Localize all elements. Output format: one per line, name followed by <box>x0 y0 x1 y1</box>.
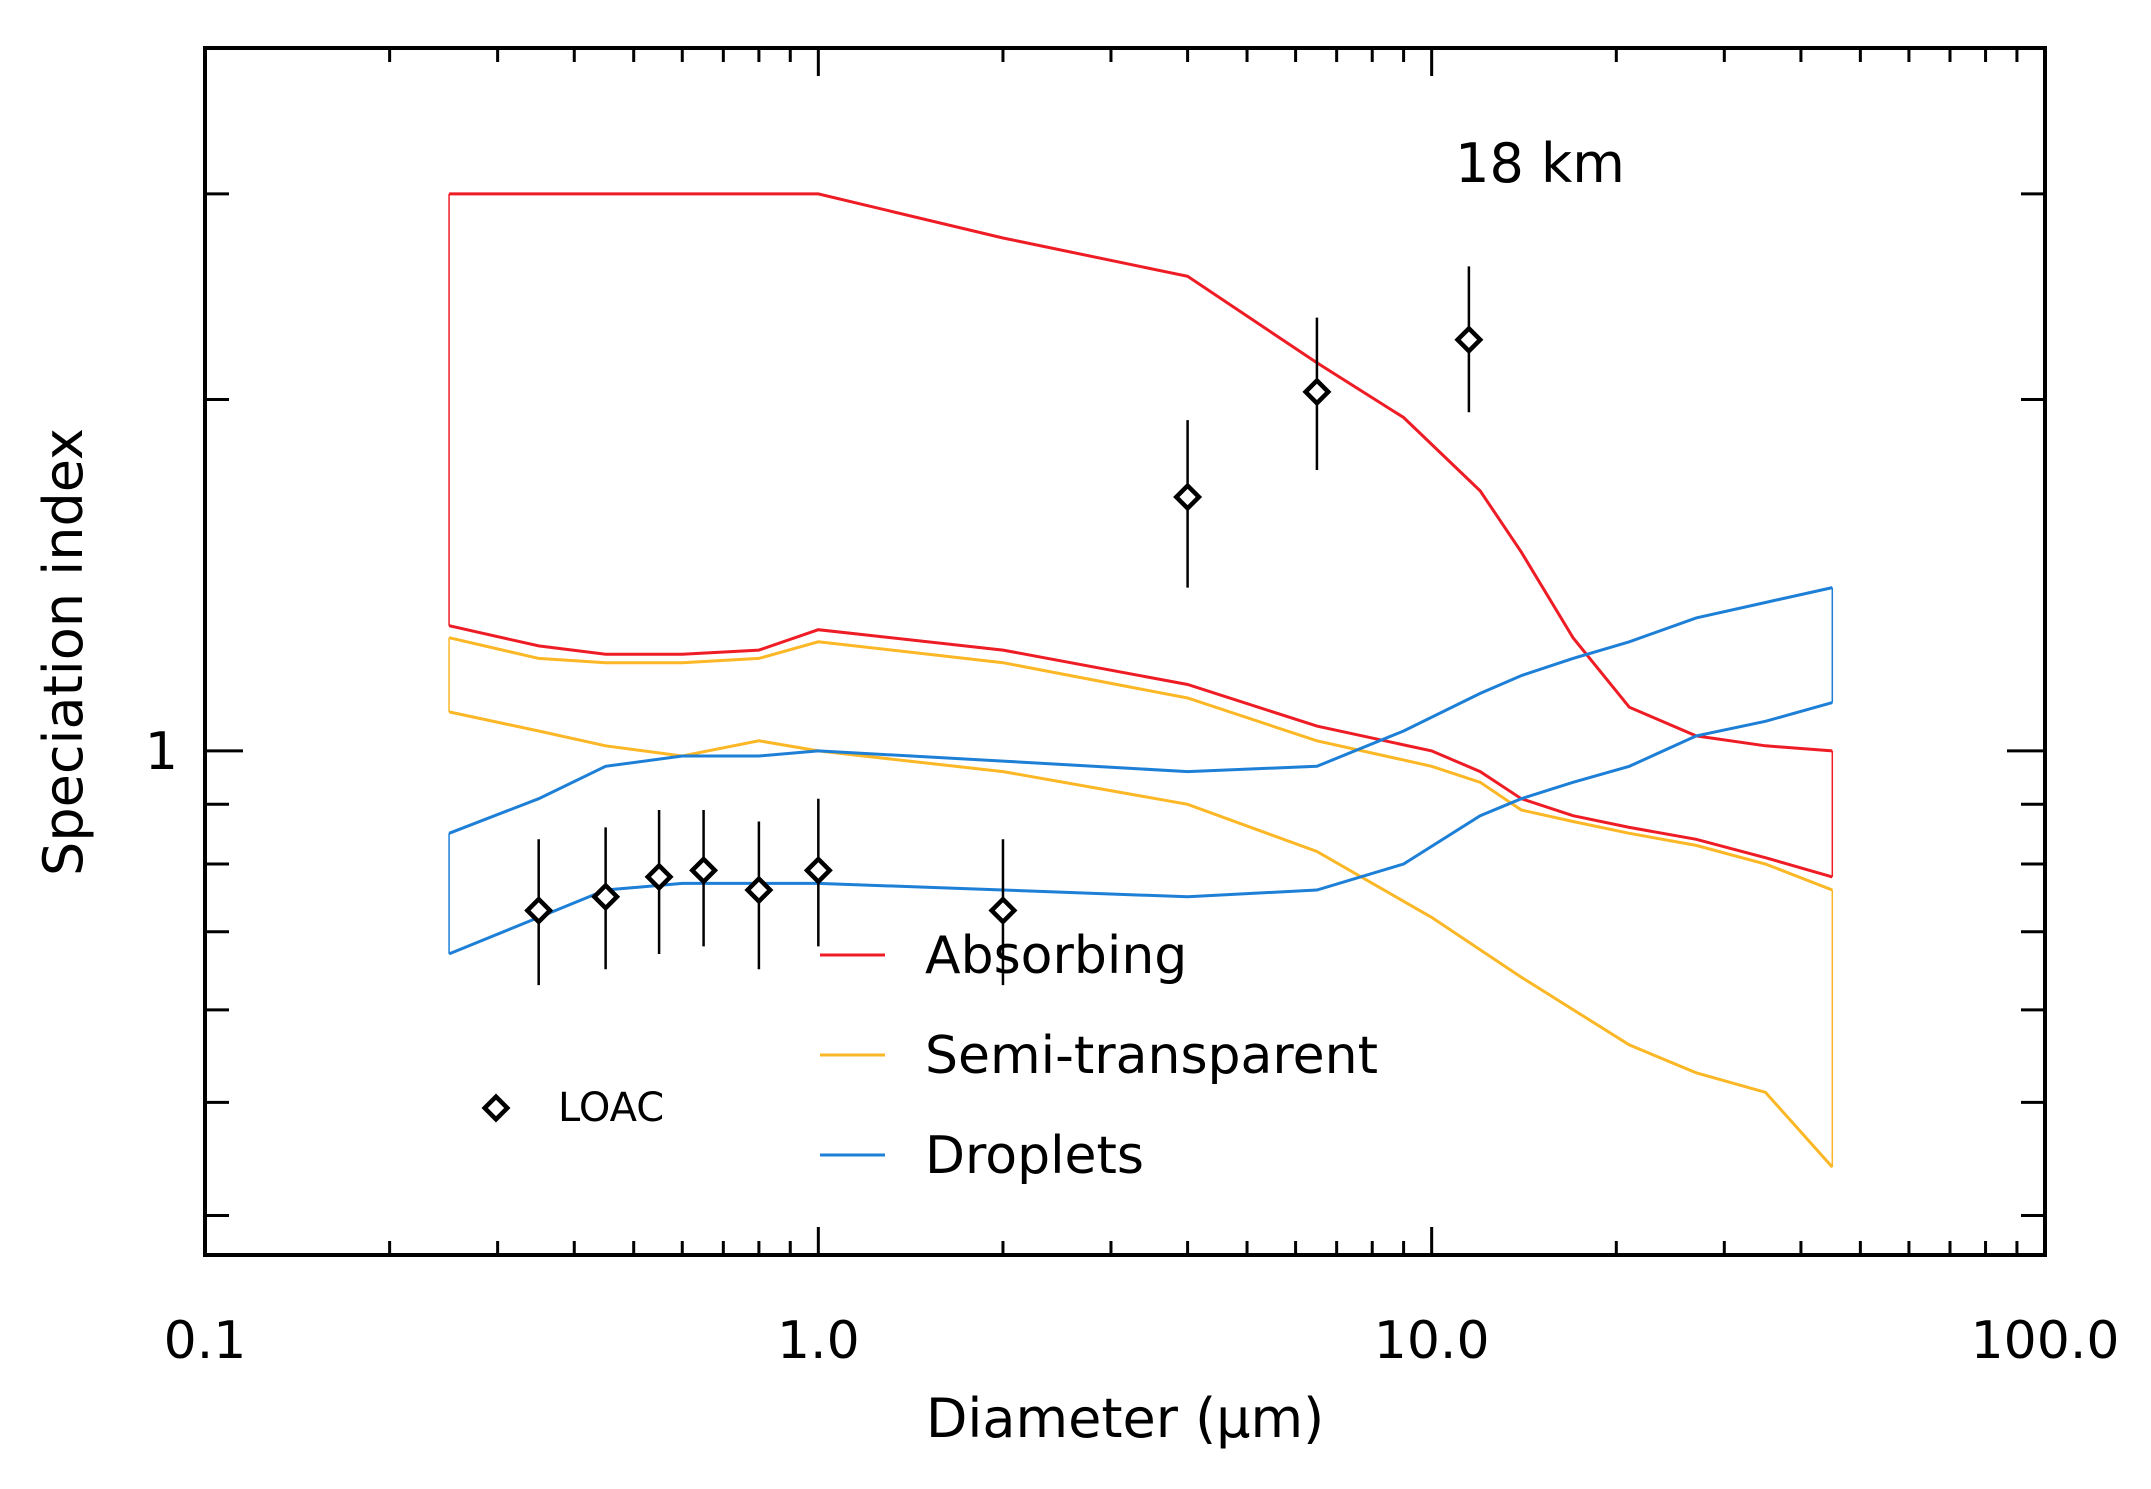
series-layer <box>448 192 1834 1169</box>
legend-label-semi-transparent: Semi-transparent <box>925 1026 1378 1086</box>
loac-point <box>988 895 1018 925</box>
loac-point <box>803 855 833 885</box>
loac-point <box>689 855 719 885</box>
x-tick-label: 100.0 <box>1971 1311 2120 1371</box>
loac-point <box>591 882 621 912</box>
series-semi-transparent-lower <box>448 710 1834 1169</box>
legend-label-absorbing: Absorbing <box>925 926 1187 986</box>
series-droplets-upper <box>448 586 1833 835</box>
loac-points <box>524 266 1484 986</box>
legend-label-loac: LOAC <box>558 1085 664 1131</box>
y-axis-label: Speciation index <box>32 428 95 876</box>
loac-point <box>744 875 774 905</box>
loac-point <box>1173 482 1203 512</box>
x-tick-label: 10.0 <box>1374 1311 1490 1371</box>
legend-marker-loac <box>481 1093 511 1123</box>
plot-frame <box>203 46 2047 1257</box>
series-droplets-lower <box>448 701 1833 956</box>
loac-point <box>1454 325 1484 355</box>
loac-point <box>524 895 554 925</box>
series-absorbing-lower <box>448 624 1833 879</box>
series-absorbing-upper <box>449 192 1833 753</box>
axis-ticks: 0.1 1.0 10.0 100.0 1 <box>145 48 2120 1371</box>
y-tick-label: 1 <box>145 722 178 782</box>
x-tick-label: 0.1 <box>164 1311 247 1371</box>
loac-point <box>644 862 674 892</box>
legend-label-droplets: Droplets <box>925 1126 1144 1186</box>
x-tick-label: 1.0 <box>777 1311 860 1371</box>
loac-point <box>1302 377 1332 407</box>
altitude-annotation: 18 km <box>1455 132 1625 195</box>
legend: Absorbing Semi-transparent Droplets LOAC <box>481 926 1378 1186</box>
series-semi-transparent-upper <box>448 636 1833 892</box>
x-axis-label: Diameter (μm) <box>926 1387 1324 1450</box>
